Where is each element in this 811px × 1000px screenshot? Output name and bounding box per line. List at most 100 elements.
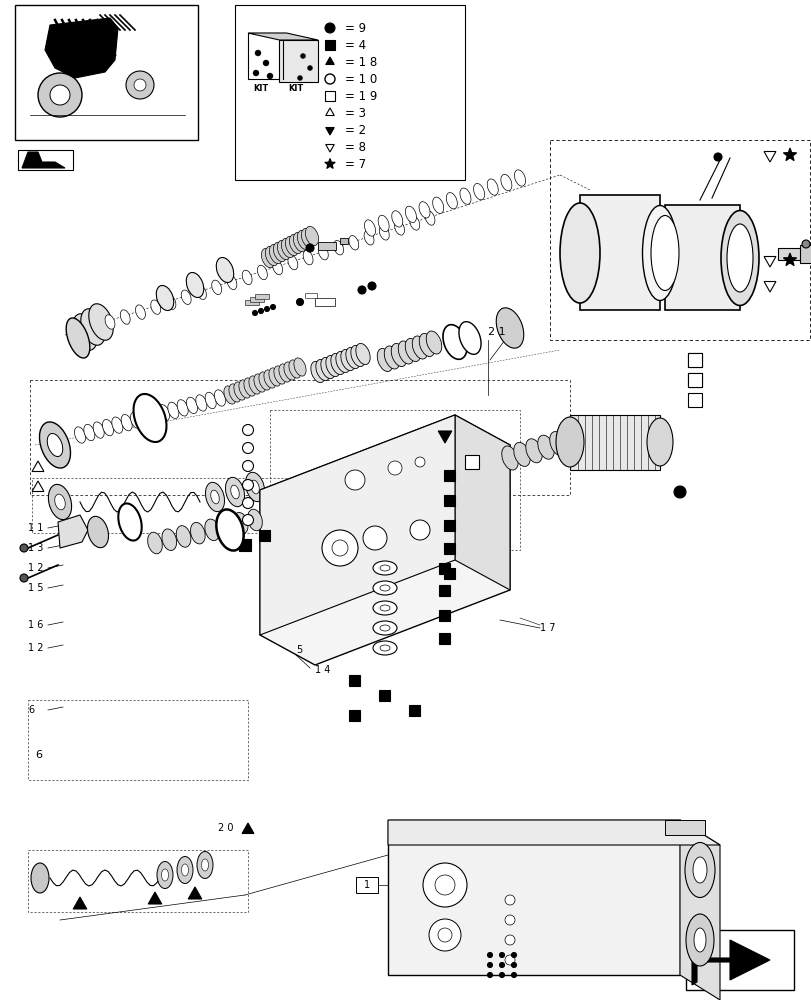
Ellipse shape: [201, 859, 208, 871]
Ellipse shape: [272, 260, 282, 275]
Ellipse shape: [380, 645, 389, 651]
Circle shape: [801, 240, 809, 248]
Text: 1 7: 1 7: [539, 623, 555, 633]
Ellipse shape: [289, 234, 303, 254]
Circle shape: [264, 306, 269, 312]
Circle shape: [435, 875, 454, 895]
Ellipse shape: [418, 202, 430, 218]
Ellipse shape: [303, 250, 313, 265]
Ellipse shape: [473, 183, 484, 200]
Ellipse shape: [384, 346, 399, 369]
Ellipse shape: [397, 341, 414, 364]
Text: = 7: = 7: [345, 158, 366, 171]
Ellipse shape: [380, 625, 389, 631]
Ellipse shape: [278, 364, 291, 382]
Text: 6: 6: [35, 750, 42, 760]
Ellipse shape: [412, 336, 427, 359]
Ellipse shape: [227, 275, 237, 290]
Circle shape: [410, 520, 430, 540]
Ellipse shape: [131, 412, 141, 428]
Circle shape: [255, 50, 260, 56]
Circle shape: [358, 286, 366, 294]
Ellipse shape: [305, 226, 318, 246]
Ellipse shape: [284, 362, 296, 380]
Ellipse shape: [257, 265, 267, 280]
Bar: [349, 674, 360, 686]
Ellipse shape: [238, 380, 251, 398]
Ellipse shape: [500, 174, 511, 191]
Ellipse shape: [216, 257, 234, 283]
Circle shape: [511, 972, 516, 977]
Text: 1 2: 1 2: [28, 643, 44, 653]
Bar: [324, 91, 335, 101]
Circle shape: [363, 526, 387, 550]
Ellipse shape: [418, 333, 434, 357]
Bar: [340, 238, 348, 244]
Text: = 9: = 9: [345, 22, 366, 35]
Ellipse shape: [288, 255, 298, 270]
Circle shape: [253, 70, 259, 76]
Polygon shape: [32, 461, 44, 472]
Circle shape: [713, 153, 721, 161]
Bar: [30, 380, 569, 495]
Ellipse shape: [224, 386, 236, 404]
Circle shape: [499, 962, 504, 967]
Ellipse shape: [372, 561, 397, 575]
Circle shape: [504, 915, 514, 925]
Polygon shape: [679, 820, 719, 1000]
Polygon shape: [438, 431, 451, 443]
Ellipse shape: [294, 358, 306, 376]
Ellipse shape: [157, 861, 173, 888]
Ellipse shape: [197, 851, 212, 878]
Ellipse shape: [380, 605, 389, 611]
Ellipse shape: [301, 228, 314, 248]
Bar: [777, 248, 802, 260]
Ellipse shape: [211, 490, 219, 504]
Ellipse shape: [405, 206, 416, 223]
Ellipse shape: [212, 280, 221, 295]
Bar: [687, 393, 702, 407]
Ellipse shape: [242, 270, 251, 285]
Bar: [28, 850, 247, 912]
Ellipse shape: [513, 442, 530, 466]
Circle shape: [324, 23, 335, 33]
Ellipse shape: [88, 516, 109, 548]
Text: = 1 9: = 1 9: [345, 90, 377, 103]
Ellipse shape: [168, 402, 178, 419]
Ellipse shape: [293, 232, 307, 252]
Ellipse shape: [333, 241, 343, 255]
Circle shape: [258, 308, 264, 314]
Ellipse shape: [693, 928, 705, 952]
Bar: [439, 633, 450, 644]
Polygon shape: [260, 415, 509, 665]
Bar: [260, 530, 270, 540]
Bar: [687, 353, 702, 367]
Ellipse shape: [161, 529, 177, 550]
Ellipse shape: [261, 248, 274, 268]
Bar: [687, 353, 702, 367]
Polygon shape: [783, 148, 796, 161]
Ellipse shape: [549, 432, 565, 456]
Polygon shape: [73, 897, 87, 909]
Bar: [28, 700, 247, 780]
Ellipse shape: [561, 428, 577, 452]
Ellipse shape: [684, 842, 714, 897]
Ellipse shape: [156, 285, 174, 311]
Ellipse shape: [233, 513, 247, 534]
Text: 1: 1: [363, 880, 370, 890]
Ellipse shape: [297, 230, 311, 250]
Polygon shape: [325, 128, 334, 135]
Polygon shape: [325, 145, 334, 152]
Ellipse shape: [66, 318, 90, 358]
Ellipse shape: [336, 351, 350, 373]
Ellipse shape: [380, 585, 389, 591]
Ellipse shape: [47, 433, 62, 457]
Bar: [444, 542, 455, 554]
Circle shape: [297, 76, 303, 81]
Ellipse shape: [177, 400, 188, 416]
Bar: [687, 373, 702, 387]
Bar: [355, 877, 378, 893]
Ellipse shape: [151, 300, 161, 314]
Ellipse shape: [514, 170, 525, 186]
Ellipse shape: [161, 869, 169, 881]
